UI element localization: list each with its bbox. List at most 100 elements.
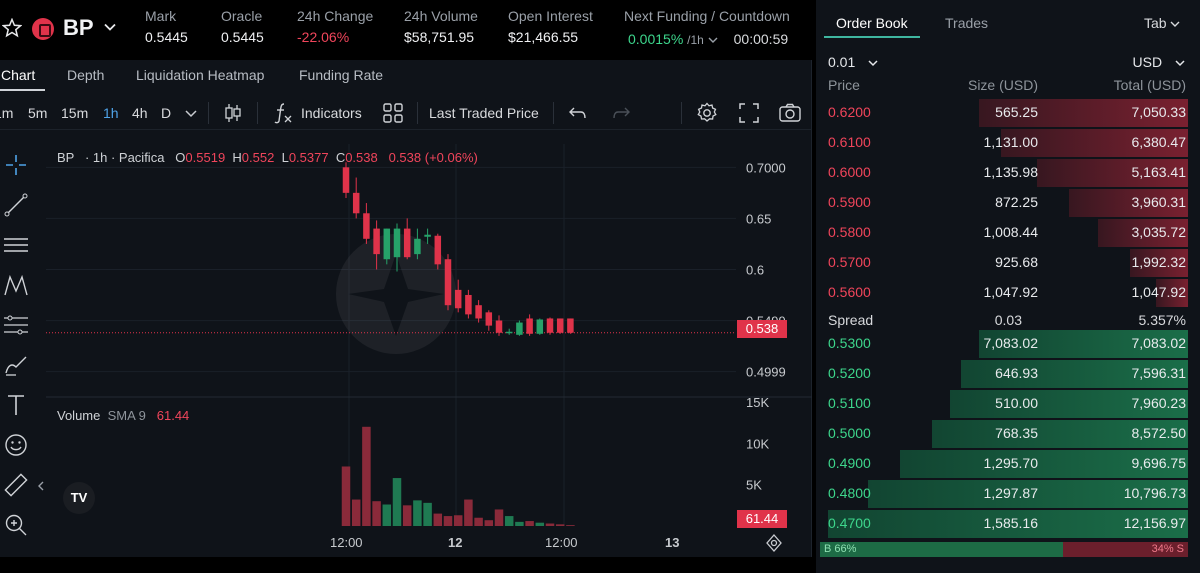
tab-funding-rate[interactable]: Funding Rate <box>299 67 384 83</box>
tradingview-logo[interactable]: TV <box>63 482 95 514</box>
depth-bar <box>961 360 1188 388</box>
ask-size: 1,008.44 <box>983 224 1039 240</box>
volume-24h-stat: 24h Volume $58,751.95 <box>404 8 478 45</box>
redo-icon[interactable] <box>609 101 633 125</box>
candle-body <box>434 235 442 265</box>
trend-line-icon[interactable] <box>2 191 30 219</box>
emoji-icon[interactable] <box>2 431 30 459</box>
candle-body <box>505 331 513 334</box>
indicators-button[interactable]: Indicators <box>301 105 362 121</box>
interval-5m[interactable]: 5m <box>28 105 48 121</box>
chevron-down-icon[interactable] <box>183 101 199 125</box>
spread-value: 0.03 <box>994 312 1022 328</box>
chevron-down-icon[interactable] <box>1174 59 1186 67</box>
orderbook-column-headers: Price Size (USD) Total (USD) <box>816 77 1200 95</box>
volume-bar <box>443 516 453 526</box>
volume-axis-label: 5K <box>746 478 762 493</box>
ask-size: 1,131.00 <box>983 134 1039 150</box>
volume-bar <box>362 426 371 526</box>
spread-label: Spread <box>828 312 874 328</box>
tab-chart[interactable]: Chart <box>1 67 36 83</box>
interval-1m[interactable]: 1m <box>0 105 14 121</box>
bid-row[interactable]: 0.4700 1,585.16 12,156.97 <box>816 509 1200 539</box>
text-tool-icon[interactable] <box>2 391 30 419</box>
ask-row[interactable]: 0.5800 1,008.44 3,035.72 <box>816 218 1200 248</box>
chevron-down-icon[interactable] <box>867 59 879 67</box>
brush-icon[interactable] <box>2 351 30 379</box>
bid-row[interactable]: 0.4900 1,295.70 9,696.75 <box>816 449 1200 479</box>
legend-open: 0.5519 <box>185 150 226 165</box>
bid-row[interactable]: 0.5000 768.35 8,572.50 <box>816 419 1200 449</box>
chevron-down-icon[interactable] <box>103 20 117 34</box>
camera-screenshot-icon[interactable] <box>778 101 802 125</box>
market-header: BP Mark 0.5445 Oracle 0.5445 24h Change … <box>0 0 812 60</box>
bid-row[interactable]: 0.5100 510.00 7,960.23 <box>816 389 1200 419</box>
collapse-sidebar-icon[interactable] <box>37 480 45 492</box>
bid-total: 7,596.31 <box>1131 365 1187 381</box>
fib-retracement-icon[interactable] <box>2 311 30 339</box>
favorite-star-icon[interactable] <box>2 18 22 38</box>
bid-row[interactable]: 0.4800 1,297.87 10,796.73 <box>816 479 1200 509</box>
bid-row[interactable]: 0.5300 7,083.02 7,083.02 <box>816 329 1200 359</box>
tab-depth[interactable]: Depth <box>67 67 105 83</box>
horizontal-lines-icon[interactable] <box>2 231 30 259</box>
tick-size-select[interactable]: 0.01 <box>828 54 879 70</box>
depth-bar <box>828 510 1188 538</box>
volume-bar <box>525 521 534 526</box>
volume-bars <box>341 426 575 526</box>
chart-settings-icon[interactable] <box>764 533 784 553</box>
crosshair-icon[interactable] <box>2 151 30 179</box>
tab-menu-button[interactable]: Tab <box>1144 15 1180 31</box>
volume-bar <box>515 521 524 526</box>
interval-15m[interactable]: 15m <box>61 105 89 121</box>
interval-d[interactable]: D <box>161 105 172 121</box>
pattern-tool-icon[interactable] <box>2 271 30 299</box>
toolbar-divider <box>257 102 258 124</box>
depth-bar <box>979 330 1188 358</box>
price-axis-label: 0.65 <box>746 211 771 226</box>
volume-bar <box>484 520 494 526</box>
undo-icon[interactable] <box>566 101 590 125</box>
currency-select[interactable]: USD <box>1133 54 1186 70</box>
bid-total: 12,156.97 <box>1123 515 1186 531</box>
funding-interval-select[interactable]: /1h <box>687 33 704 47</box>
zoom-in-icon[interactable] <box>2 511 30 539</box>
market-symbol[interactable]: BP <box>63 15 94 40</box>
ask-row[interactable]: 0.6200 565.25 7,050.33 <box>816 98 1200 128</box>
tab-liquidation-heatmap[interactable]: Liquidation Heatmap <box>136 67 265 83</box>
ask-row[interactable]: 0.6000 1,135.98 5,163.41 <box>816 158 1200 188</box>
ask-row[interactable]: 0.5600 1,047.92 1,047.92 <box>816 278 1200 308</box>
ask-row[interactable]: 0.6100 1,131.00 6,380.47 <box>816 128 1200 158</box>
fullscreen-icon[interactable] <box>737 101 761 125</box>
legend-low: 0.5377 <box>288 150 329 165</box>
bid-size: 510.00 <box>995 395 1038 411</box>
depth-bar <box>950 390 1188 418</box>
depth-bar <box>979 99 1188 127</box>
ruler-icon[interactable] <box>2 471 30 499</box>
chart-panel: Chart Depth Liquidation Heatmap Funding … <box>0 60 812 557</box>
layout-grid-icon[interactable] <box>381 101 405 125</box>
tab-order-book[interactable]: Order Book <box>836 15 908 31</box>
depth-bar <box>1130 249 1188 277</box>
candle-style-icon[interactable] <box>221 101 245 125</box>
ask-row[interactable]: 0.5900 872.25 3,960.31 <box>816 188 1200 218</box>
function-fx-icon[interactable] <box>271 101 295 125</box>
volume-axis: 15K 10K 5K <box>746 395 769 493</box>
chevron-down-icon[interactable] <box>1170 20 1180 28</box>
interval-1h[interactable]: 1h <box>103 105 119 121</box>
price-source-button[interactable]: Last Traded Price <box>429 105 539 121</box>
ask-row[interactable]: 0.5700 925.68 1,992.32 <box>816 248 1200 278</box>
bid-row[interactable]: 0.5200 646.93 7,596.31 <box>816 359 1200 389</box>
bid-price: 0.5000 <box>828 425 871 441</box>
interval-4h[interactable]: 4h <box>132 105 148 121</box>
change-24h-stat: 24h Change -22.06% <box>297 8 374 45</box>
chevron-down-icon[interactable] <box>708 36 718 44</box>
bid-price: 0.5100 <box>828 395 871 411</box>
time-axis: 12:00 12 12:00 13 <box>330 535 679 550</box>
tab-trades[interactable]: Trades <box>945 15 989 31</box>
settings-gear-icon[interactable] <box>695 101 719 125</box>
volume-sma-label: SMA 9 <box>107 408 146 423</box>
volume-bar <box>423 502 432 526</box>
